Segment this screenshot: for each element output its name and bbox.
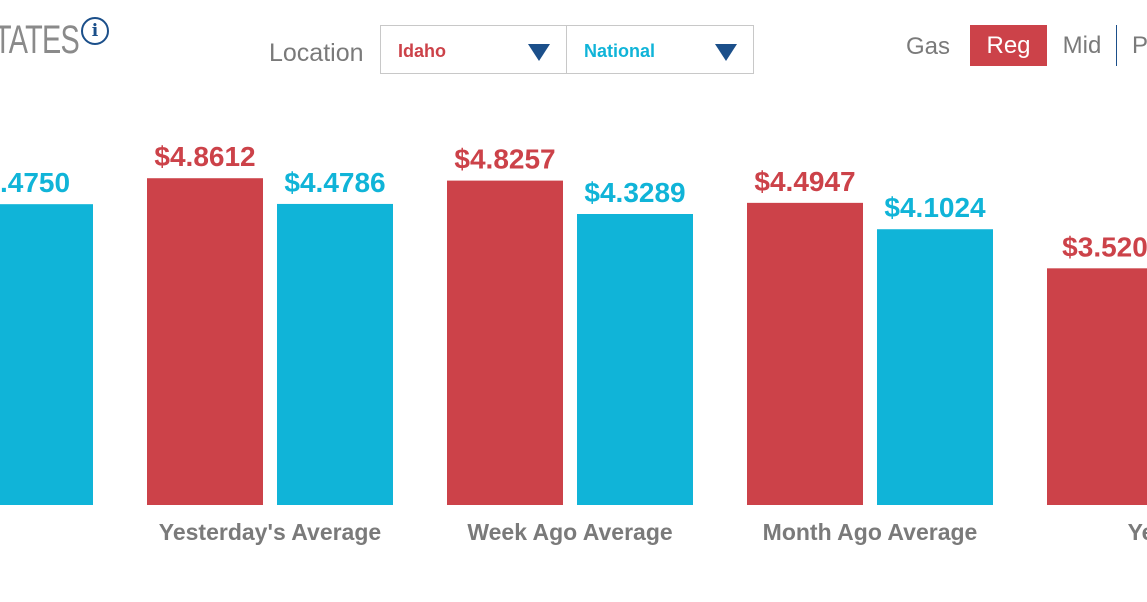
info-icon[interactable]: i <box>81 17 109 45</box>
value-label-state-4: $3.520 <box>1062 231 1147 262</box>
value-label-state-2: $4.8257 <box>454 144 555 175</box>
gas-label: Gas <box>906 33 951 60</box>
chevron-down-icon <box>528 44 550 61</box>
value-label-national-2: $4.3289 <box>584 177 685 208</box>
category-label-4: Year Ag <box>1128 519 1147 545</box>
category-label-0: erage <box>0 519 1 545</box>
category-label-3: Month Ago Average <box>763 519 978 545</box>
bar-state-4 <box>1047 268 1147 505</box>
value-label-national-0: .4750 <box>0 167 70 198</box>
grade-premium-button[interactable]: P <box>1132 32 1147 59</box>
bar-national-1 <box>277 203 393 506</box>
bar-state-1 <box>147 178 263 505</box>
value-label-state-3: $4.4947 <box>754 166 855 197</box>
bar-state-3 <box>747 202 863 506</box>
state-select-value: Idaho <box>398 41 446 61</box>
comparison-select-value: National <box>584 41 656 61</box>
bar-state-2 <box>447 180 563 506</box>
category-label-1: Yesterday's Average <box>159 519 381 545</box>
value-label-state-1: $4.8612 <box>154 141 255 172</box>
grade-reg-button[interactable]: Reg <box>970 25 1047 66</box>
grade-mid-button[interactable]: Mid <box>1048 25 1117 66</box>
bar-national-2 <box>577 214 693 506</box>
page-title: TATES <box>0 18 80 62</box>
comparison-select[interactable]: National <box>566 25 754 74</box>
bar-national-3 <box>877 229 993 506</box>
bar-national-0 <box>0 204 93 506</box>
value-label-national-1: $4.4786 <box>284 167 385 198</box>
location-label: Location <box>269 39 364 67</box>
chevron-down-icon <box>715 44 737 61</box>
category-label-2: Week Ago Average <box>467 519 672 545</box>
value-label-national-3: $4.1024 <box>884 192 986 223</box>
